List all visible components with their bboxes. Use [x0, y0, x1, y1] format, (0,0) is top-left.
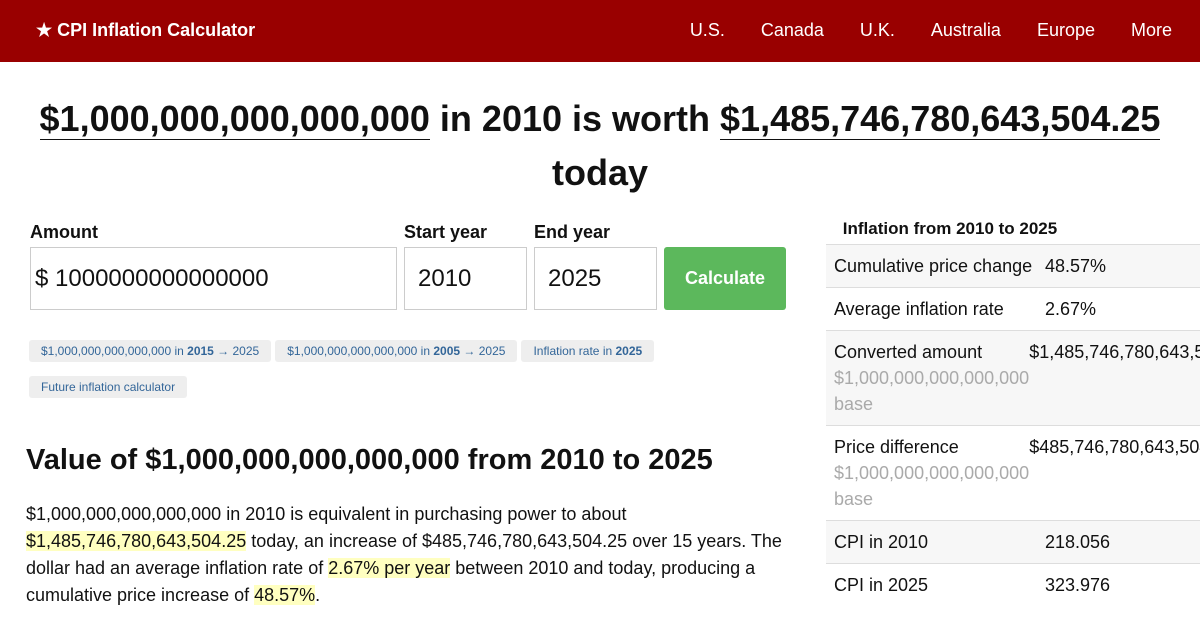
- table-row: CPI in 2010 218.056: [826, 520, 1200, 563]
- paragraph-text: .: [315, 585, 321, 605]
- input-value: 1000000000000000: [55, 265, 269, 292]
- row-label-cell: Price difference $1,000,000,000,000,000 b…: [834, 434, 1029, 512]
- amount-input[interactable]: $ 1000000000000000: [30, 247, 397, 310]
- paragraph-text: today, an increase of $485,746,780,643,5…: [26, 531, 782, 578]
- highlight: $1,485,746,780,643,504.25: [26, 531, 247, 551]
- row-label: CPI in 2025: [834, 575, 929, 595]
- sidebar-title: Inflation from 2010 to 2025: [826, 214, 1200, 244]
- headline: $1,000,000,000,000,000 in 2010 is worth …: [0, 92, 1200, 200]
- input-value: 2025: [548, 265, 602, 292]
- chip-text: 2025: [615, 344, 643, 358]
- chip-text: Inflation rate in: [533, 344, 616, 358]
- nav-link[interactable]: More: [1130, 20, 1172, 40]
- row-label-cell: Cumulative price change: [834, 253, 1045, 279]
- table-row: Price difference $1,000,000,000,000,000 b…: [826, 425, 1200, 520]
- chip[interactable]: $1,000,000,000,000,000 in 2005 → 2025: [275, 340, 518, 362]
- brand[interactable]: ★ CPI Inflation Calculator: [36, 20, 256, 40]
- row-label-cell: Average inflation rate: [834, 296, 1045, 322]
- paragraph: $1,000,000,000,000,000 in 2010 is equiva…: [26, 501, 796, 609]
- row-value: 218.056: [1045, 532, 1111, 552]
- row-label: Converted amount: [834, 342, 983, 362]
- highlight: 2.67% per year: [328, 558, 451, 578]
- row-label: Price difference: [834, 437, 959, 457]
- row-value: $1,485,746,780,643,504.25: [1029, 342, 1200, 362]
- field-label: Start year: [404, 222, 488, 242]
- headline-result[interactable]: $1,485,746,780,643,504.25: [720, 98, 1161, 140]
- chip[interactable]: Future inflation calculator: [29, 376, 188, 398]
- chip-text: $1,000,000,000,000,000 in: [41, 344, 188, 358]
- highlight: 48.57%: [254, 585, 316, 605]
- chip[interactable]: $1,000,000,000,000,000 in 2015 → 2025: [29, 340, 272, 362]
- nav-links: U.S. Canada U.K. Australia Europe More: [690, 20, 1200, 41]
- chip-text: 2015: [187, 344, 214, 358]
- chip-text: → 2025: [213, 344, 260, 358]
- row-label: Cumulative price change: [834, 256, 1033, 276]
- row-note: $1,000,000,000,000,000 base: [834, 463, 1030, 509]
- chip-text: $1,000,000,000,000,000 in: [287, 344, 434, 358]
- row-label-cell: Converted amount $1,000,000,000,000,000 b…: [834, 339, 1029, 417]
- paragraph-text: $1,000,000,000,000,000 in 2010 is equiva…: [26, 504, 627, 524]
- sidebar-table: Cumulative price change 48.57% Average inf…: [826, 244, 1200, 606]
- nav-link[interactable]: Australia: [930, 20, 1001, 40]
- field-label: Amount: [30, 222, 98, 242]
- start-year-input[interactable]: 2010: [404, 247, 527, 310]
- chip-text: → 2025: [460, 344, 506, 358]
- headline-text: today: [551, 152, 648, 193]
- chip[interactable]: Inflation rate in 2025: [521, 340, 655, 362]
- table-row: Average inflation rate 2.67%: [826, 287, 1200, 330]
- row-label: CPI in 2010: [834, 532, 929, 552]
- chip-text: 2005: [433, 344, 461, 358]
- section-heading: Value of $1,000,000,000,000,000 from 201…: [26, 444, 713, 476]
- row-value: 323.976: [1045, 575, 1111, 595]
- currency: $: [35, 265, 49, 292]
- paragraph-text: between 2010 and today, producing a cumu…: [26, 558, 756, 605]
- chips: $1,000,000,000,000,000 in 2015 → 2025 $1,…: [29, 340, 669, 398]
- row-label-cell: CPI in 2010: [834, 529, 1045, 555]
- row-label: Average inflation rate: [834, 299, 1004, 319]
- chip-text: Future inflation calculator: [41, 380, 176, 394]
- headline-amount[interactable]: $1,000,000,000,000,000: [39, 98, 430, 140]
- nav-link[interactable]: U.S.: [689, 20, 725, 40]
- calculate-button[interactable]: Calculate: [664, 247, 786, 310]
- table-row: Converted amount $1,000,000,000,000,000 b…: [826, 330, 1200, 425]
- sidebar: Inflation from 2010 to 2025 Cumulative p…: [826, 214, 1200, 606]
- nav-link[interactable]: U.K.: [859, 20, 895, 40]
- row-value: 48.57%: [1045, 256, 1107, 276]
- nav-bar: ★ CPI Inflation Calculator U.S. Canada U.K…: [0, 0, 1200, 62]
- end-year-input[interactable]: 2025: [534, 247, 657, 310]
- table-row: CPI in 2025 323.976: [826, 563, 1200, 606]
- field-label: End year: [534, 222, 611, 242]
- sidebar-title-text: Inflation from 2010 to 2025: [842, 219, 1058, 238]
- input-value: 2010: [418, 265, 472, 292]
- row-value: 2.67%: [1045, 299, 1097, 319]
- row-value: $485,746,780,643,504.25: [1029, 437, 1200, 457]
- nav-link[interactable]: Canada: [760, 20, 824, 40]
- row-note: $1,000,000,000,000,000 base: [834, 368, 1030, 414]
- row-label-cell: CPI in 2025: [834, 572, 1045, 598]
- table-row: Cumulative price change 48.57%: [826, 244, 1200, 287]
- headline-text: in 2010 is worth: [439, 98, 711, 139]
- nav-link[interactable]: Europe: [1036, 20, 1095, 40]
